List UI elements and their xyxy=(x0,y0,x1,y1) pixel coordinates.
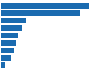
Bar xyxy=(1,48,14,53)
Bar xyxy=(1,10,80,16)
Bar xyxy=(1,3,89,9)
Bar xyxy=(1,55,11,60)
Bar xyxy=(1,33,18,38)
Bar xyxy=(1,62,6,68)
Bar xyxy=(1,18,26,23)
Bar xyxy=(1,25,22,31)
Bar xyxy=(1,40,16,46)
